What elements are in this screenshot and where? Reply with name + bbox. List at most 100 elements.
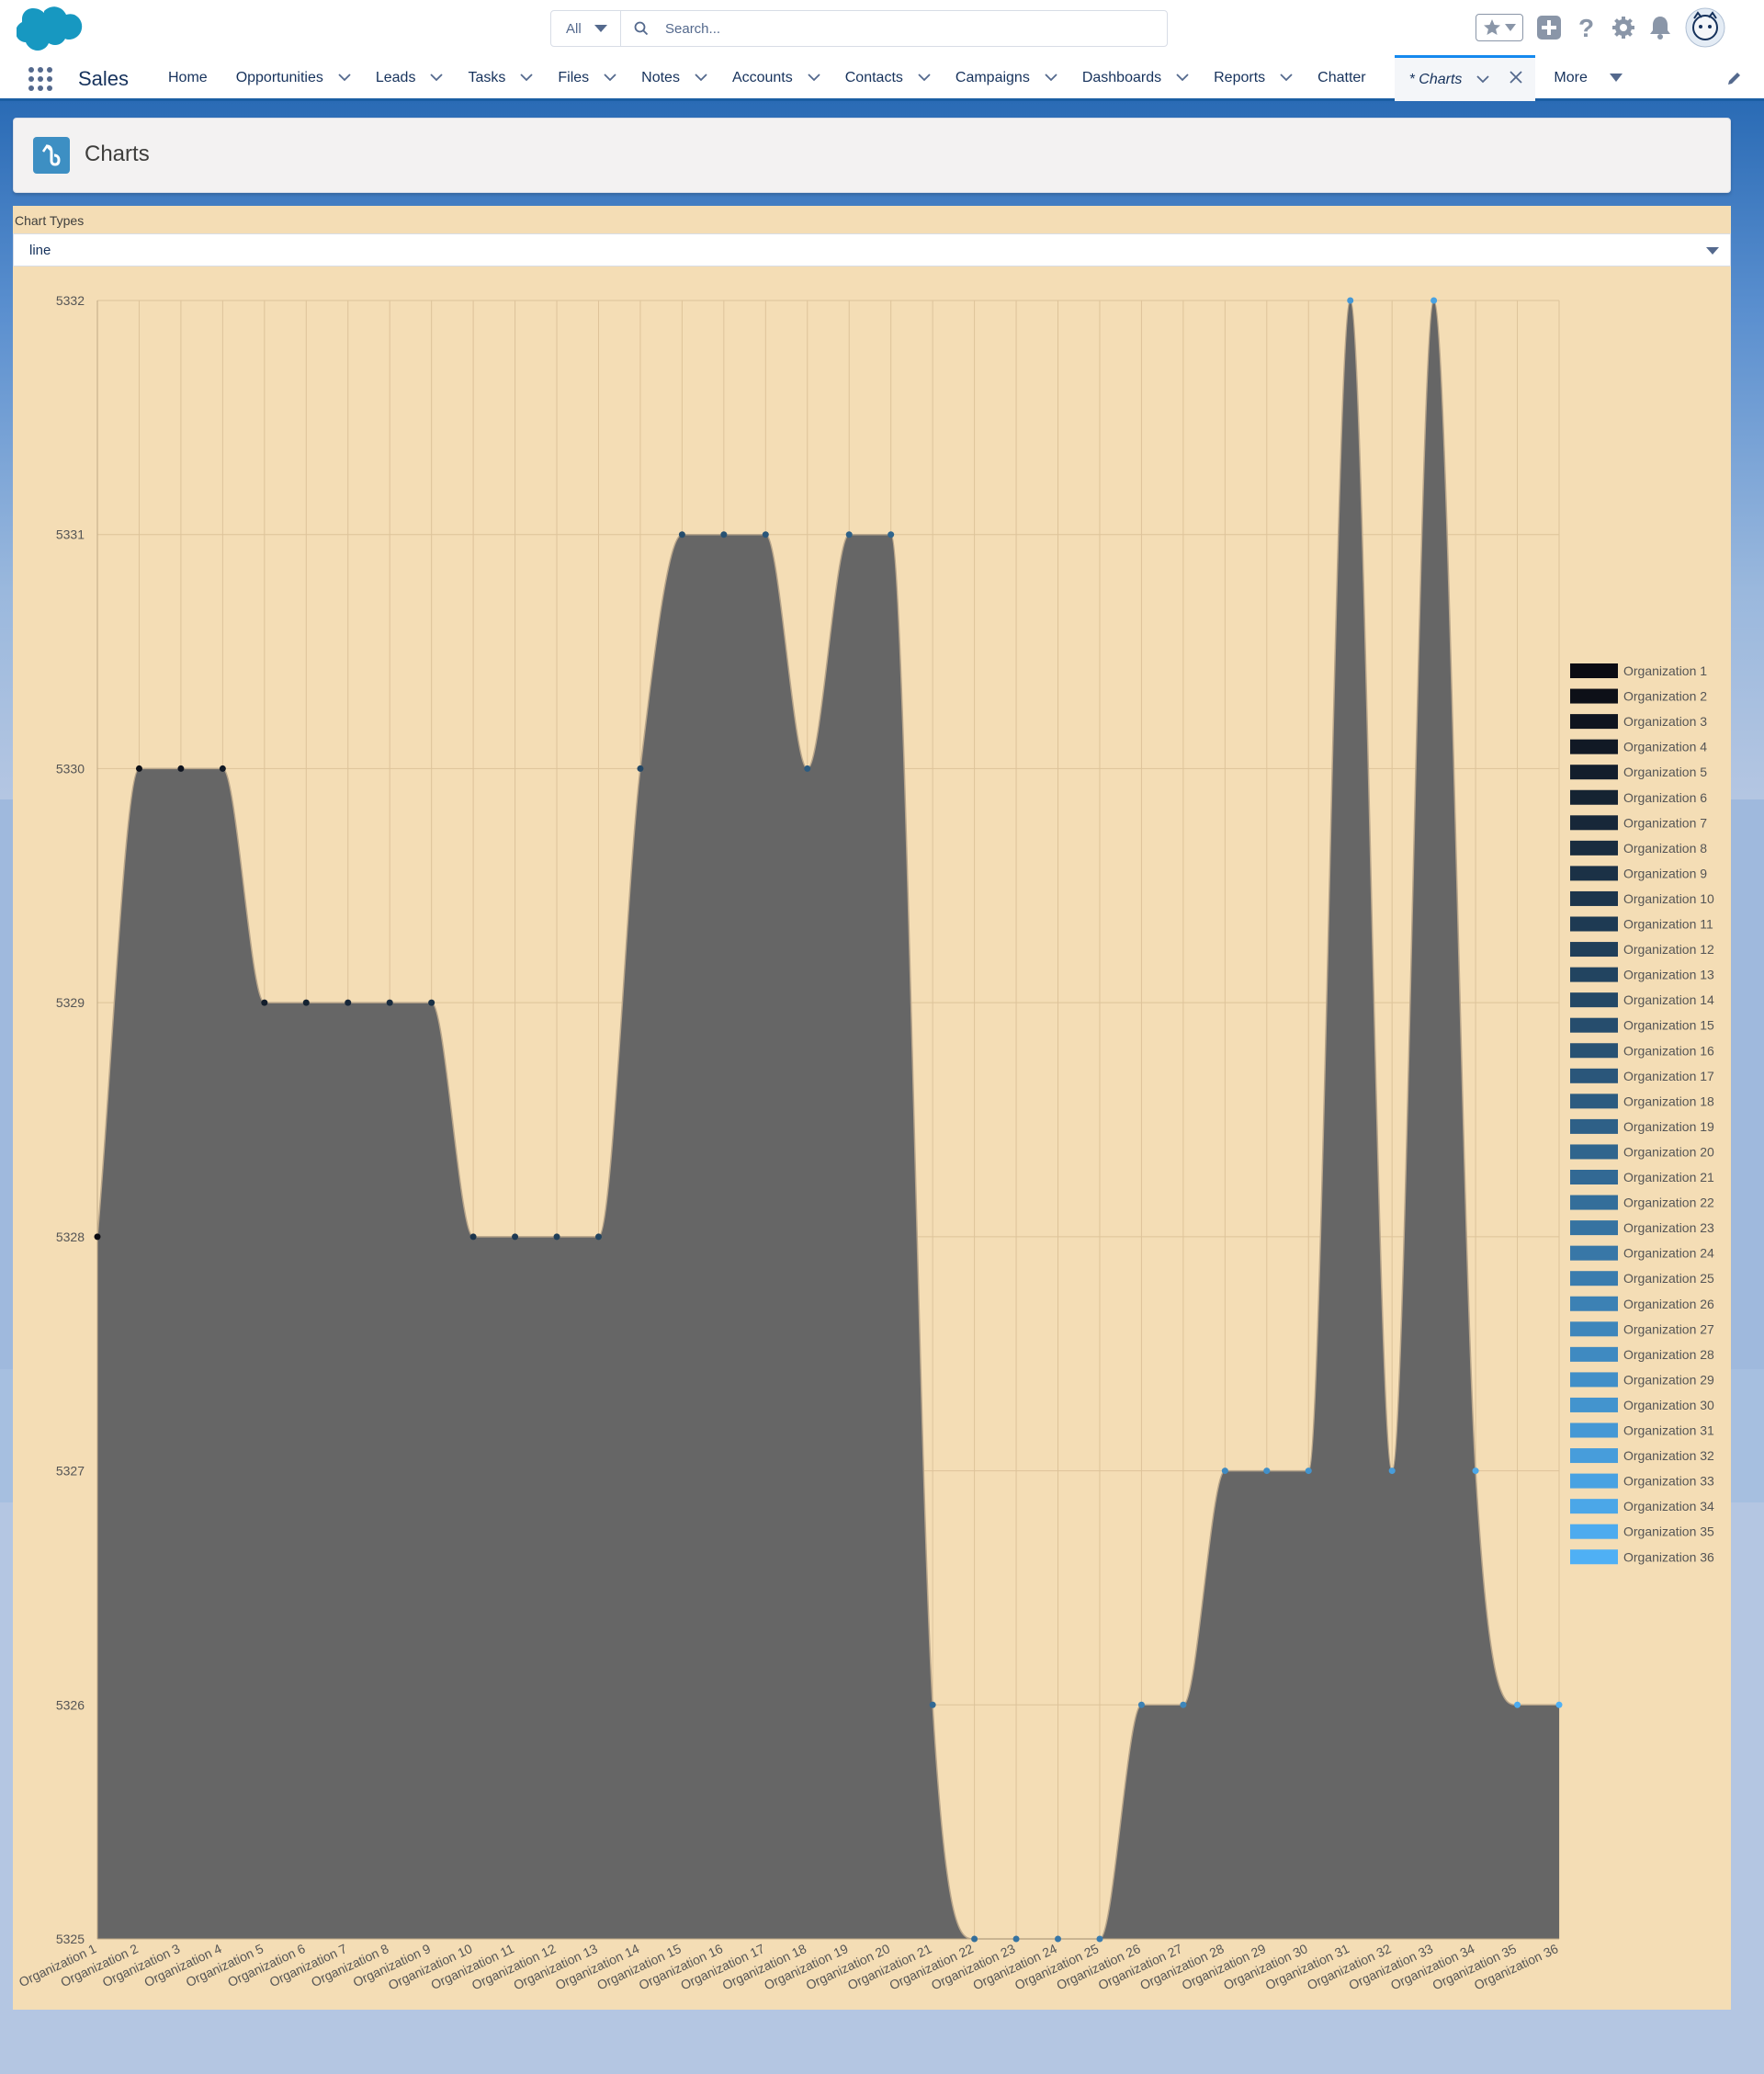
nav-item-tasks[interactable]: Tasks <box>468 55 558 101</box>
edit-nav-button[interactable] <box>1726 70 1743 91</box>
nav-item-home[interactable]: Home <box>168 55 208 101</box>
nav-item-label: Dashboards <box>1081 70 1162 85</box>
nav-item-label: Chatter <box>1317 70 1366 85</box>
nav-item-label: Notes <box>641 70 680 85</box>
legend-swatch <box>1570 714 1618 730</box>
legend-swatch <box>1570 765 1618 780</box>
chevron-down-icon[interactable] <box>918 70 931 86</box>
data-point <box>135 765 142 772</box>
legend-label: Organization 19 <box>1623 1119 1714 1134</box>
data-point <box>888 531 895 538</box>
y-tick-label: 5332 <box>56 293 85 308</box>
legend-swatch <box>1570 942 1618 958</box>
legend-label: Organization 6 <box>1623 790 1707 805</box>
notifications-button[interactable] <box>1648 15 1672 40</box>
legend-swatch <box>1570 1397 1618 1412</box>
chevron-down-icon[interactable] <box>520 70 533 86</box>
tab-charts[interactable]: * Charts <box>1394 55 1536 101</box>
nav-item-label: Contacts <box>844 70 903 85</box>
legend-label: Organization 14 <box>1623 992 1714 1007</box>
nav-item-files[interactable]: Files <box>558 55 641 101</box>
user-avatar[interactable] <box>1685 7 1725 48</box>
chevron-down-icon[interactable] <box>1045 70 1057 86</box>
chevron-down-icon[interactable] <box>430 70 444 86</box>
data-point <box>1137 1701 1145 1708</box>
legend-label: Organization 20 <box>1623 1144 1714 1159</box>
chevron-down-icon[interactable] <box>1280 70 1293 86</box>
app-launcher-button[interactable] <box>28 66 53 92</box>
data-point <box>177 765 185 772</box>
data-point <box>1012 1935 1020 1943</box>
legend-label: Organization 27 <box>1623 1321 1714 1336</box>
legend-label: Organization 25 <box>1623 1271 1714 1286</box>
legend-swatch <box>1570 688 1618 704</box>
setup-button[interactable] <box>1611 16 1635 40</box>
data-point <box>1305 1468 1312 1475</box>
legend-label: Organization 29 <box>1623 1372 1714 1387</box>
salesforce-logo[interactable] <box>16 6 85 53</box>
chevron-down-icon[interactable] <box>695 70 707 86</box>
global-actions-button[interactable] <box>1536 15 1562 40</box>
nav-item-opportunities[interactable]: Opportunities <box>236 55 376 101</box>
nav-item-contacts[interactable]: Contacts <box>845 55 956 101</box>
caret-down-icon <box>1505 24 1516 31</box>
legend-swatch <box>1570 866 1618 881</box>
svg-text:?: ? <box>1578 15 1594 40</box>
legend-swatch <box>1570 1422 1618 1438</box>
data-point <box>1472 1468 1479 1475</box>
nav-item-dashboards[interactable]: Dashboards <box>1082 55 1214 101</box>
legend-label: Organization 24 <box>1623 1246 1714 1261</box>
y-tick-label: 5328 <box>56 1230 85 1244</box>
nav-item-label: Campaigns <box>955 70 1030 85</box>
nav-item-reports[interactable]: Reports <box>1214 55 1317 101</box>
data-point <box>762 531 769 538</box>
legend-label: Organization 36 <box>1623 1549 1714 1564</box>
legend-swatch <box>1570 890 1618 906</box>
legend-label: Organization 2 <box>1623 689 1707 704</box>
legend-label: Organization 1 <box>1623 663 1707 678</box>
chevron-down-icon[interactable] <box>808 70 820 86</box>
nav-item-notes[interactable]: Notes <box>641 55 732 101</box>
legend-label: Organization 30 <box>1623 1398 1714 1412</box>
legend-swatch <box>1570 1017 1618 1033</box>
nav-item-leads[interactable]: Leads <box>376 55 469 101</box>
nav-item-campaigns[interactable]: Campaigns <box>956 55 1082 101</box>
nav-item-accounts[interactable]: Accounts <box>732 55 845 101</box>
data-point <box>1263 1468 1271 1475</box>
data-point <box>1514 1701 1521 1708</box>
nav-more-button[interactable]: More <box>1535 70 1623 86</box>
legend-label: Organization 11 <box>1623 917 1713 932</box>
legend-label: Organization 3 <box>1623 714 1707 729</box>
legend-label: Organization 28 <box>1623 1347 1714 1362</box>
close-icon[interactable] <box>1510 71 1523 88</box>
legend-swatch <box>1570 789 1618 805</box>
search-scope-dropdown[interactable]: All <box>551 11 621 46</box>
chevron-down-icon[interactable] <box>1176 70 1189 86</box>
legend-label: Organization 5 <box>1623 765 1707 779</box>
navigation-bar: Sales Home Opportunities Leads Tasks Files No… <box>0 55 1764 101</box>
legend-label: Organization 15 <box>1623 1018 1714 1033</box>
legend-label: Organization 26 <box>1623 1297 1714 1311</box>
search-input[interactable] <box>649 11 1167 46</box>
legend-label: Organization 9 <box>1623 866 1707 880</box>
legend-swatch <box>1570 1296 1618 1311</box>
global-header: All ? <box>0 0 1764 55</box>
y-tick-label: 5327 <box>56 1464 85 1479</box>
favorites-button[interactable] <box>1476 14 1523 41</box>
nav-item-chatter[interactable]: Chatter <box>1317 55 1365 101</box>
legend-swatch <box>1570 1346 1618 1362</box>
legend-swatch <box>1570 1321 1618 1337</box>
chevron-down-icon[interactable] <box>338 70 351 86</box>
help-button[interactable]: ? <box>1575 15 1599 40</box>
area-chart: 5325 5326 5327 5328 5329 5330 5331 5332 Organiza… <box>17 293 1714 1992</box>
data-point <box>594 1233 602 1241</box>
nav-item-label: Opportunities <box>235 70 323 85</box>
caret-down-icon <box>1706 247 1719 255</box>
chevron-down-icon[interactable] <box>604 70 616 86</box>
chevron-down-icon[interactable] <box>1476 72 1490 88</box>
chart-types-select[interactable]: line <box>13 233 1731 266</box>
legend-swatch <box>1570 1170 1618 1184</box>
caret-down-icon <box>594 25 607 32</box>
legend-swatch <box>1570 1473 1618 1489</box>
gear-icon <box>1612 17 1634 39</box>
